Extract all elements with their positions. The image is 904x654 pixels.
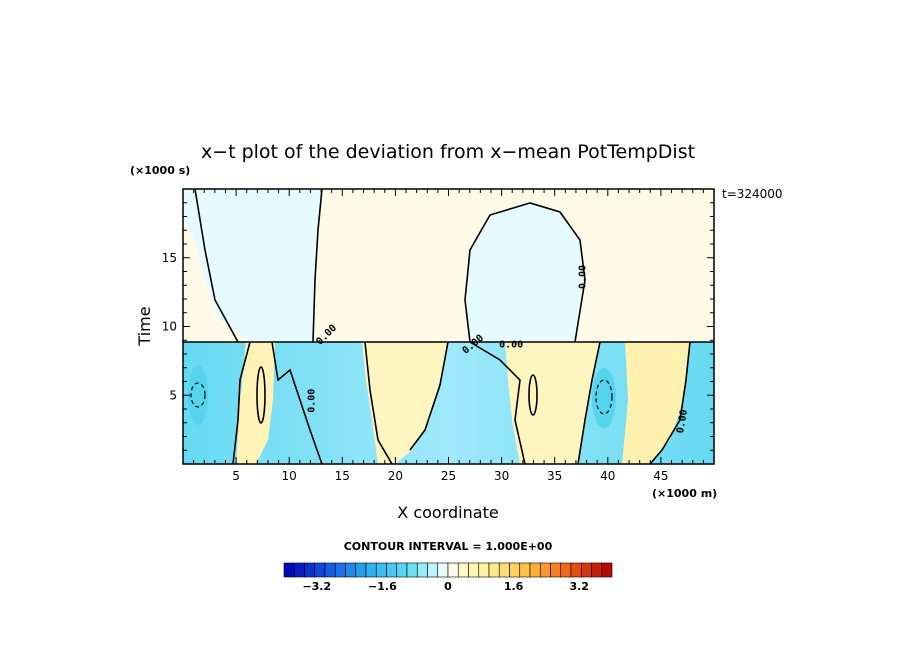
contour-line <box>232 341 251 464</box>
colorbar-swatch <box>314 562 326 578</box>
contour-loop <box>256 366 266 424</box>
y-tick-label: 5 <box>169 388 177 402</box>
contour-line <box>271 341 323 464</box>
contour-line <box>194 189 239 343</box>
region-cool-pocket-1 <box>188 365 208 425</box>
colorbar-swatch <box>355 562 367 578</box>
colorbar-swatch <box>591 562 603 578</box>
colorbar-swatch <box>427 562 439 578</box>
x-tick-label: 5 <box>232 469 240 483</box>
contour-line <box>469 341 526 464</box>
region-warm-column-4 <box>622 342 690 464</box>
region-warm-column-2 <box>362 342 448 464</box>
y-axis-label: Time <box>135 306 154 346</box>
plot-area <box>183 189 714 464</box>
contour-label: 0.00 <box>675 409 690 435</box>
colorbar-tick-label: −3.2 <box>302 580 331 593</box>
y-tick-label: 15 <box>162 251 177 265</box>
region-warm-column-1 <box>236 342 275 464</box>
region-cool-pocket-2 <box>592 368 616 428</box>
x-tick-label: 15 <box>335 469 350 483</box>
colorbar-swatch <box>283 562 295 578</box>
colorbar-tick-label: 0 <box>444 580 452 593</box>
colorbar-swatch <box>396 562 408 578</box>
colorbar-swatch <box>375 562 387 578</box>
x-tick-label: 30 <box>494 469 509 483</box>
colorbar-swatch <box>406 562 418 578</box>
colorbar-swatch <box>570 562 582 578</box>
y-axis: 5 10 15 <box>162 202 714 451</box>
x-unit-label: (×1000 m) <box>652 487 717 500</box>
x-tick-label: 10 <box>282 469 297 483</box>
contour-label: 0.00 <box>307 389 318 413</box>
contour-dashed-loop <box>595 379 613 415</box>
colorbar-swatch <box>519 562 531 578</box>
y-tick-label: 10 <box>162 320 177 334</box>
colorbar <box>283 562 613 578</box>
contour-dashed-loop <box>190 382 206 408</box>
contour-interval: CONTOUR INTERVAL = 1.000E+00 <box>344 540 553 553</box>
x-tick-label: 45 <box>653 469 668 483</box>
contour-line <box>409 341 449 451</box>
colorbar-swatch <box>457 562 469 578</box>
colorbar-swatch <box>478 562 490 578</box>
x-axis: 5 10 15 20 25 30 35 40 45 <box>193 189 704 483</box>
colorbar-swatch <box>345 562 357 578</box>
colorbar-ticks: −3.2 −1.6 0 1.6 3.2 <box>302 580 589 593</box>
colorbar-swatch <box>580 562 592 578</box>
contour-loop <box>528 374 538 416</box>
colorbar-swatch <box>334 562 346 578</box>
region-warm-column-3 <box>505 342 600 464</box>
colorbar-swatch <box>509 562 521 578</box>
colorbar-tick-label: 1.6 <box>504 580 524 593</box>
colorbar-swatch <box>437 562 449 578</box>
contour-line <box>649 341 691 464</box>
contour-line <box>312 189 323 343</box>
colorbar-tick-label: −1.6 <box>368 580 397 593</box>
contour-line <box>464 202 586 343</box>
colorbar-swatch <box>386 562 398 578</box>
colorbar-swatch <box>447 562 459 578</box>
contour-label: 0.00 <box>499 339 523 350</box>
colorbar-swatch <box>488 562 500 578</box>
y-unit-label: (×1000 s) <box>130 164 190 177</box>
colorbar-swatch <box>550 562 562 578</box>
contour-line <box>577 341 601 464</box>
colorbar-swatch <box>498 562 510 578</box>
region-upper-dome <box>465 203 585 342</box>
colorbar-swatch <box>529 562 541 578</box>
colorbar-swatch <box>416 562 428 578</box>
chart-title: x−t plot of the deviation from x−mean Po… <box>201 141 695 163</box>
x-tick-label: 35 <box>547 469 562 483</box>
colorbar-swatch <box>304 562 316 578</box>
x-tick-label: 20 <box>388 469 403 483</box>
colorbar-swatch <box>560 562 572 578</box>
x-axis-label: X coordinate <box>397 503 498 522</box>
colorbar-swatch <box>293 562 305 578</box>
colorbar-swatch <box>365 562 377 578</box>
x-tick-label: 40 <box>600 469 615 483</box>
colorbar-swatch <box>324 562 336 578</box>
colorbar-swatch <box>539 562 551 578</box>
contour-line <box>364 341 393 464</box>
contour-label: 0.00 <box>577 265 588 289</box>
x-tick-label: 25 <box>441 469 456 483</box>
colorbar-swatch <box>468 562 480 578</box>
time-label: t=324000 <box>722 187 783 201</box>
colorbar-tick-label: 3.2 <box>569 580 589 593</box>
colorbar-swatch <box>601 562 613 578</box>
